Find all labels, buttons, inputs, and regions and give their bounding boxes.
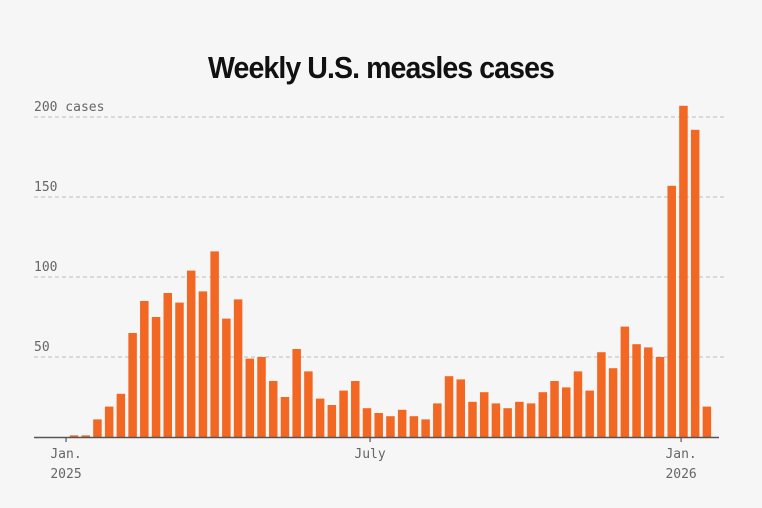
bar (620, 326, 630, 437)
bar (585, 390, 594, 437)
bar (444, 376, 454, 437)
bar (479, 392, 489, 437)
y-tick-label: 200 cases (34, 100, 104, 115)
bar (374, 413, 383, 437)
bar (433, 403, 442, 437)
y-tick-label: 100 (34, 260, 57, 275)
bar (690, 129, 700, 438)
bar (655, 357, 665, 437)
bar (198, 291, 208, 437)
bar (526, 403, 536, 437)
bar (608, 368, 618, 437)
bar (702, 406, 712, 437)
bar (140, 301, 149, 437)
x-tick-label: Jan. (665, 447, 696, 462)
bar (339, 390, 348, 437)
bar (93, 419, 102, 437)
bar (409, 416, 419, 437)
bar (573, 371, 583, 437)
bar (421, 419, 430, 437)
y-tick-label: 50 (34, 340, 50, 355)
bar (128, 333, 137, 437)
bar (163, 293, 173, 437)
x-tick-label: Jan. (50, 447, 81, 462)
chart-title: Weekly U.S. measles cases (208, 50, 555, 85)
bar (210, 251, 219, 437)
bar (104, 406, 114, 437)
y-tick-label: 150 (34, 180, 57, 195)
bar (491, 403, 501, 437)
bar (233, 299, 243, 437)
bar (257, 357, 266, 437)
bar (362, 408, 372, 437)
bar (667, 185, 676, 437)
bar (456, 379, 466, 437)
bar (175, 302, 184, 437)
bar (151, 317, 161, 437)
bar (597, 352, 606, 437)
bar (327, 405, 337, 437)
bar (561, 387, 571, 437)
bar (515, 401, 524, 437)
bar (268, 381, 278, 437)
bar (386, 416, 395, 437)
bar (280, 397, 290, 437)
bar (69, 435, 79, 437)
bar (538, 392, 548, 437)
bar (351, 381, 360, 437)
bar (116, 393, 126, 437)
bar (632, 344, 641, 437)
bar (315, 398, 325, 437)
bar (503, 408, 512, 437)
bar (222, 318, 231, 437)
bar (304, 371, 313, 437)
x-tick-sublabel: 2025 (50, 467, 81, 482)
bar (468, 401, 477, 437)
bar (81, 435, 90, 437)
bar (397, 409, 407, 437)
bar (644, 347, 653, 437)
x-tick-label: July (354, 447, 385, 462)
bar (550, 381, 559, 437)
x-tick-sublabel: 2026 (665, 467, 696, 482)
bar (186, 270, 196, 437)
bar (679, 105, 688, 438)
bar (292, 349, 301, 437)
bar (245, 358, 255, 437)
